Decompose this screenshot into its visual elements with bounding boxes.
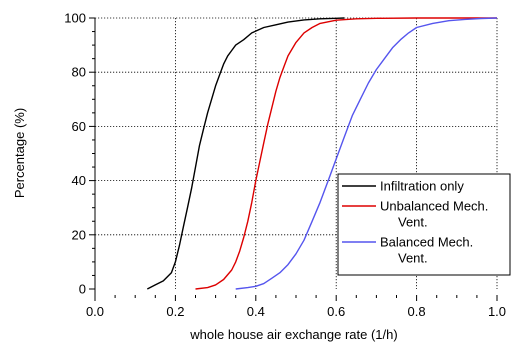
y-tick-label: 60 — [72, 119, 86, 134]
x-tick-label: 0.2 — [166, 304, 184, 319]
x-axis-label: whole house air exchange rate (1/h) — [189, 327, 397, 342]
x-tick-label: 0.0 — [86, 304, 104, 319]
x-tick-label: 1.0 — [488, 304, 506, 319]
y-tick-label: 100 — [64, 11, 86, 26]
y-tick-label: 40 — [72, 173, 86, 188]
axes-layer: 0 20 40 60 80 100 0.0 0.2 0.4 0.6 0.8 1.0 — [64, 11, 506, 320]
series-line-3 — [235, 17, 498, 290]
x-tick-label: 0.4 — [247, 304, 265, 319]
legend-box — [337, 173, 511, 276]
y-tick-label: 20 — [72, 227, 86, 242]
series-layer — [146, 17, 498, 290]
x-tick-label: 0.6 — [327, 304, 345, 319]
y-tick-label: 80 — [72, 65, 86, 80]
y-tick-label: 0 — [79, 282, 86, 297]
series-line-1 — [146, 17, 345, 290]
y-axis-label: Percentage (%) — [12, 108, 27, 198]
legend: Infiltration only Unbalanced Mech. Vent. Ba… — [337, 173, 511, 276]
legend-label-2: Unbalanced Mech. Vent. — [380, 199, 488, 230]
series-line-2 — [195, 17, 497, 290]
grid-layer — [95, 17, 498, 289]
legend-label-1: Infiltration only — [380, 179, 464, 194]
legend-label-3: Balanced Mech. Vent. — [380, 235, 473, 266]
x-tick-label: 0.8 — [408, 304, 426, 319]
